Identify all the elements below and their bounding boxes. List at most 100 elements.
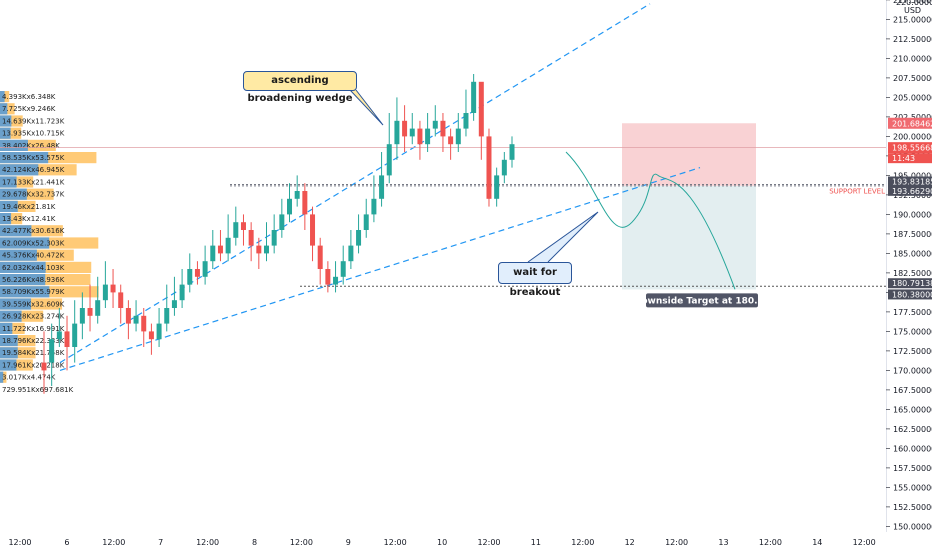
price-tag-last-bg [888, 142, 932, 154]
candle-body [240, 222, 246, 230]
breakout-callout-pointer [527, 211, 599, 263]
vp-bar-buy [0, 298, 32, 310]
candle-body [79, 308, 85, 324]
candle-body [394, 120, 400, 145]
vp-label: 42.477Kx30.616K [2, 227, 65, 235]
y-tick-label: 182.500000 [893, 269, 932, 278]
candle-body [225, 237, 231, 254]
candle-body [448, 136, 454, 145]
vp-bar-buy [0, 371, 4, 383]
vp-label: 58.535Kx53.575K [2, 154, 65, 162]
y-tick-label: 177.500000 [893, 308, 932, 317]
x-tick-label: 10 [437, 538, 447, 547]
y-tick-label: 212.500000 [893, 35, 932, 44]
vp-label: 13.43Kx12.41K [2, 215, 56, 223]
candle-body [263, 245, 269, 254]
vp-label: 29.678Kx32.737K [2, 191, 65, 199]
y-tick-label: 205.000000 [893, 93, 932, 102]
y-tick-label: 162.500000 [893, 425, 932, 434]
vp-bar-buy [0, 286, 50, 298]
vp-bar-buy [0, 359, 17, 371]
wedge-callout[interactable]: ascending broadening wedge [243, 71, 357, 104]
candle-body [463, 113, 469, 129]
y-tick-label: 160.000000 [893, 444, 932, 453]
x-tick-label: 12:00 [759, 538, 782, 547]
candle-body [325, 269, 331, 285]
x-tick-label: 13 [718, 538, 728, 547]
vp-label: 18.796Kx22.383K [2, 337, 65, 345]
currency-label: USD [904, 6, 921, 15]
vp-bar-buy [0, 127, 11, 139]
target-zone [622, 185, 756, 290]
y-tick-label: 167.500000 [893, 386, 932, 395]
vp-bar-buy [0, 213, 12, 225]
y-tick-label: 217.500000 [893, 0, 932, 5]
candle-body [141, 315, 147, 332]
vp-bar-buy [0, 237, 50, 249]
candle-body [271, 230, 277, 246]
wedge-upper-line [59, 3, 651, 364]
price-tag-low-level-bg [888, 278, 932, 289]
wedge-callout-pointer [349, 89, 384, 126]
candle-body [110, 284, 116, 293]
x-tick-label: 8 [252, 538, 257, 547]
vp-bar-buy [0, 261, 46, 273]
candle-body [371, 198, 377, 215]
countdown-tag-bg [888, 153, 932, 164]
candle-body [171, 300, 177, 308]
candle-body [256, 245, 262, 254]
candle-body [187, 269, 193, 285]
x-tick-label: 11 [531, 538, 541, 547]
candle-body [425, 128, 431, 145]
vp-label: 19.46Kx21.81K [2, 203, 56, 211]
price-tag-support-lower: 193.662908 [892, 187, 932, 196]
price-tag-support-upper-bg [888, 176, 932, 187]
candle-body [302, 191, 308, 215]
candle-body [379, 175, 385, 199]
vp-bar-buy [0, 335, 18, 347]
vp-bar-buy [0, 188, 27, 200]
x-tick-label: 12 [625, 538, 635, 547]
x-tick-label: 12:00 [8, 538, 31, 547]
vp-label: 56.226Kx48.936K [2, 276, 65, 284]
candle-body [179, 284, 185, 301]
target-label-bg [646, 293, 758, 308]
vp-bar-buy [0, 200, 18, 212]
vp-label: 17.961Kx20.218K [2, 361, 65, 369]
y-tick-label: 190.000000 [893, 210, 932, 219]
candle-body [486, 136, 492, 199]
vp-label: 26.928Kx23.274K [2, 313, 65, 321]
vp-label: 13.935Kx10.715K [2, 130, 65, 138]
price-tag-last: 198.556686 [892, 144, 932, 153]
x-tick-label: 6 [64, 538, 69, 547]
y-tick-label: 157.500000 [893, 464, 932, 473]
y-tick-label: 215.000000 [893, 15, 932, 24]
candle-body [310, 214, 316, 246]
vp-label: 11.722Kx16.991K [2, 325, 65, 333]
vp-bar-buy [0, 176, 17, 188]
y-tick-label: 200.000000 [893, 132, 932, 141]
vp-bar-buy [0, 91, 5, 103]
candle-body [455, 128, 461, 145]
candle-body [133, 315, 139, 324]
vp-bar-buy [0, 103, 8, 115]
candle-body [95, 300, 101, 316]
breakout-callout[interactable]: wait for breakout [498, 262, 572, 298]
candle-body [409, 128, 415, 137]
vp-bar-buy [0, 274, 46, 286]
y-tick-label: 170.000000 [893, 366, 932, 375]
price-tag-target-bg [888, 289, 932, 300]
vp-label: 14.639Kx11.723K [2, 117, 65, 125]
x-tick-label: 12:00 [290, 538, 313, 547]
price-tag-support-upper: 193.831856 [892, 178, 932, 187]
candle-body [317, 245, 323, 269]
candle-body [294, 191, 300, 199]
support-level-label: SUPPORT LEVEL [829, 188, 885, 196]
candle-body [210, 245, 216, 262]
candle-body [49, 339, 55, 363]
candle-body [340, 261, 346, 277]
wedge-lower-line [59, 167, 701, 371]
candle-body [348, 245, 354, 262]
